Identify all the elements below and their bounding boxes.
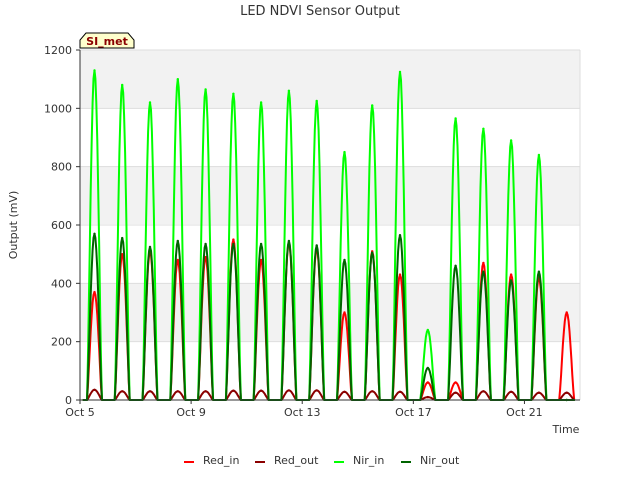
data-point-red-out — [315, 389, 318, 392]
data-point-nir-in — [315, 99, 318, 103]
data-point-nir-out — [482, 270, 485, 273]
data-point-red-in — [426, 381, 429, 384]
data-point-nir-out — [121, 236, 124, 240]
data-point-nir-in — [176, 78, 179, 81]
data-point-red-out — [93, 388, 96, 391]
data-point-red-out — [259, 389, 263, 392]
data-point-nir-out — [176, 239, 179, 243]
data-point-nir-in — [426, 328, 429, 332]
data-point-nir-in — [148, 101, 152, 104]
data-point-red-in — [232, 238, 235, 241]
data-point-nir-out — [454, 264, 457, 267]
site-badge-label: SI_met — [86, 35, 128, 48]
data-point-nir-out — [93, 232, 96, 235]
data-point-red-out — [343, 390, 346, 393]
x-tick-label: Oct 5 — [65, 406, 95, 419]
data-point-red-out — [565, 391, 568, 394]
data-point-nir-in — [259, 101, 263, 104]
data-point-red-in — [509, 273, 513, 276]
x-tick-label: Oct 21 — [506, 406, 543, 419]
data-point-red-in — [259, 258, 263, 262]
data-point-nir-in — [121, 83, 124, 87]
legend-label: Red_in — [203, 454, 239, 467]
data-point-nir-out — [232, 242, 235, 246]
y-tick-label: 200 — [51, 336, 72, 349]
chart-title: LED NDVI Sensor Output — [240, 4, 400, 19]
plot-band — [80, 50, 580, 108]
y-tick-label: 800 — [51, 161, 72, 174]
y-tick-label: 400 — [51, 277, 72, 290]
x-axis-label: Time — [552, 423, 580, 436]
data-point-red-out — [454, 391, 457, 394]
legend: Red_in Red_out Nir_in Nir_out — [184, 454, 460, 467]
data-point-nir-in — [482, 127, 485, 130]
data-point-nir-in — [343, 150, 346, 154]
data-point-red-in — [176, 258, 179, 262]
data-point-nir-out — [287, 239, 291, 243]
data-point-nir-out — [509, 279, 513, 282]
data-point-red-out — [398, 390, 402, 393]
data-point-nir-in — [509, 139, 513, 142]
data-point-nir-out — [315, 244, 318, 247]
data-point-red-in — [93, 290, 96, 294]
y-axis-ticks: 0 200 400 600 800 1000 1200 — [44, 44, 81, 407]
data-point-nir-in — [454, 117, 457, 120]
y-axis-label: Output (mV) — [7, 191, 20, 260]
data-point-red-in — [454, 381, 457, 384]
data-point-nir-out — [398, 234, 402, 237]
data-point-red-in — [204, 255, 207, 259]
legend-item: Nir_in — [334, 454, 384, 467]
y-tick-label: 1200 — [44, 44, 72, 57]
data-point-red-in — [343, 311, 346, 314]
plot-band — [80, 166, 580, 224]
data-point-red-out — [176, 390, 179, 393]
site-badge: SI_met — [79, 32, 135, 49]
y-tick-label: 600 — [51, 219, 72, 232]
data-point-red-in — [121, 253, 124, 256]
data-point-nir-in — [93, 69, 96, 72]
data-point-nir-out — [148, 245, 152, 249]
site-badge-shape — [79, 32, 135, 49]
data-point-red-out — [482, 390, 485, 393]
data-point-nir-out — [371, 251, 374, 254]
y-tick-label: 0 — [65, 394, 72, 407]
data-point-red-out — [371, 390, 374, 393]
data-point-nir-out — [343, 258, 346, 262]
data-point-red-out — [537, 391, 541, 394]
data-point-red-out — [121, 390, 124, 393]
data-point-nir-in — [287, 89, 291, 93]
data-point-red-out — [148, 390, 152, 393]
data-point-nir-in — [537, 153, 541, 157]
y-tick-label: 1000 — [44, 102, 72, 115]
data-point-red-out — [426, 395, 429, 399]
data-point-nir-in — [204, 88, 207, 91]
legend-item: Red_out — [255, 454, 319, 467]
x-tick-label: Oct 17 — [395, 406, 432, 419]
data-point-red-out — [509, 390, 513, 393]
data-point-red-out — [287, 389, 291, 392]
data-point-red-in — [398, 273, 402, 276]
data-point-nir-in — [371, 104, 374, 107]
data-point-nir-in — [232, 92, 235, 96]
legend-item: Red_in — [184, 454, 239, 467]
data-point-red-out — [204, 390, 207, 393]
legend-label: Nir_out — [420, 454, 460, 467]
x-tick-label: Oct 9 — [176, 406, 206, 419]
x-tick-label: Oct 13 — [284, 406, 321, 419]
data-point-red-out — [232, 389, 235, 392]
legend-label: Nir_in — [353, 454, 384, 467]
data-point-red-in — [482, 261, 485, 265]
legend-label: Red_out — [274, 454, 319, 467]
data-point-nir-out — [204, 242, 207, 246]
data-point-nir-in — [398, 70, 402, 74]
data-point-nir-out — [537, 270, 541, 273]
plot-band — [80, 283, 580, 341]
legend-item: Nir_out — [401, 454, 460, 467]
data-point-nir-out — [259, 242, 263, 246]
x-axis-ticks: Oct 5 Oct 9 Oct 13 Oct 17 Oct 21 — [65, 399, 580, 419]
data-point-red-in — [565, 311, 568, 314]
data-point-nir-out — [426, 366, 429, 370]
